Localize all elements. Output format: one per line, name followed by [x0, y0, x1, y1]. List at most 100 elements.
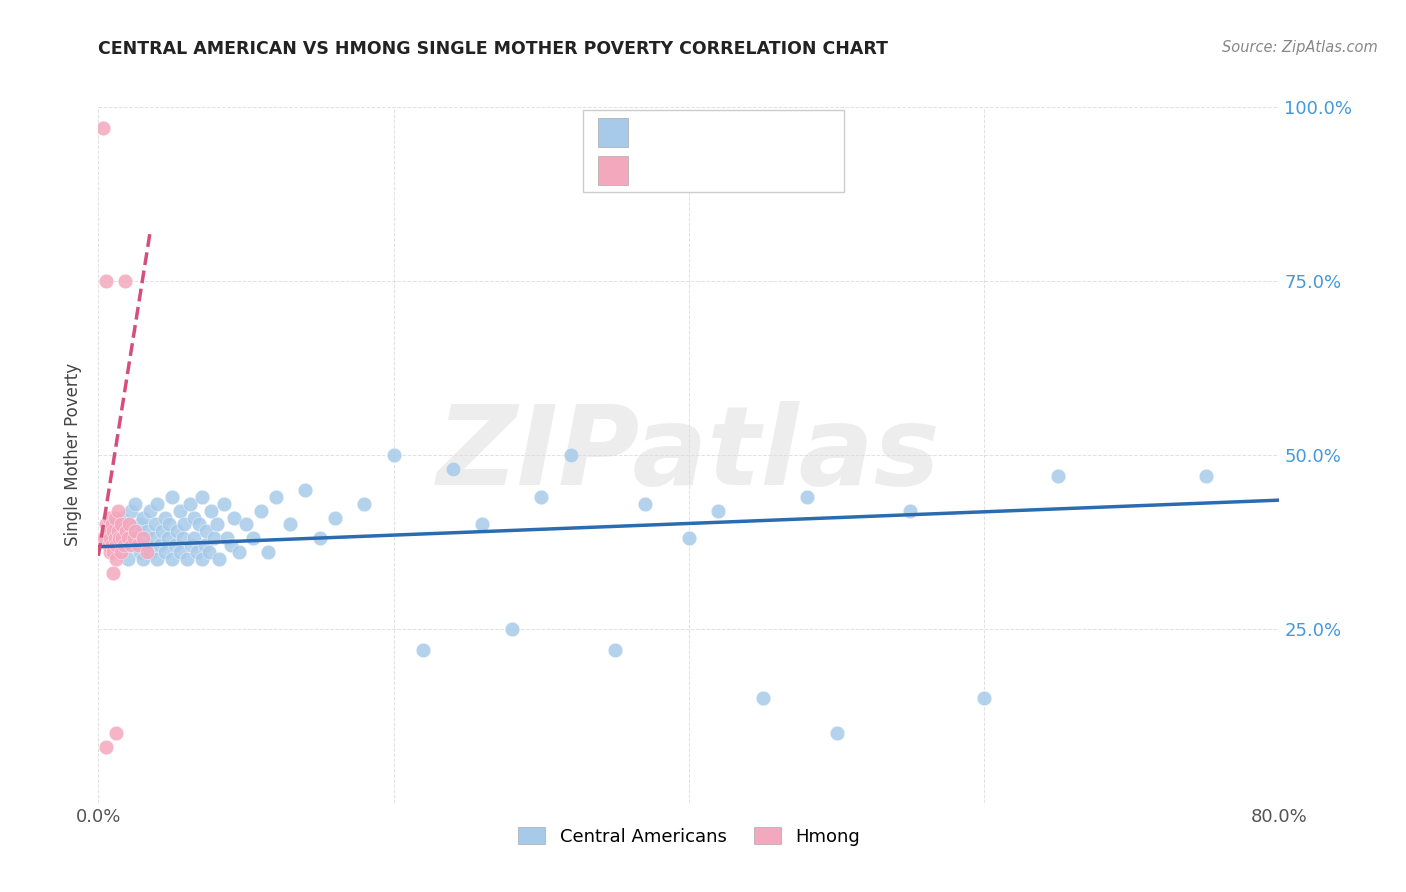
Point — [111, 532, 134, 546]
Point — [107, 524, 129, 539]
Point — [165, 538, 187, 552]
Point — [221, 538, 243, 552]
Point — [202, 532, 225, 546]
Point — [280, 517, 302, 532]
Point — [110, 545, 132, 559]
Text: R =: R = — [640, 123, 683, 142]
Point — [634, 497, 657, 511]
Point — [323, 510, 346, 524]
Point — [120, 503, 142, 517]
Point — [179, 497, 201, 511]
Point — [128, 545, 150, 559]
Point — [224, 510, 246, 524]
Point — [96, 524, 118, 539]
Point — [98, 517, 121, 532]
Point — [117, 532, 139, 546]
Point — [183, 532, 205, 546]
Point — [309, 532, 332, 546]
Point — [257, 545, 280, 559]
Point — [605, 642, 627, 657]
Point — [94, 517, 117, 532]
Point — [124, 524, 146, 539]
Point — [200, 503, 222, 517]
Point — [110, 510, 132, 524]
Point — [191, 552, 214, 566]
Point — [124, 538, 146, 552]
Point — [205, 517, 228, 532]
Point — [124, 524, 146, 539]
Text: ZIPatlas: ZIPatlas — [437, 401, 941, 508]
Point — [752, 691, 775, 706]
Point — [136, 545, 159, 559]
Point — [153, 510, 176, 524]
Point — [501, 622, 523, 636]
Point — [139, 503, 162, 517]
Point — [94, 532, 117, 546]
Point — [127, 538, 149, 552]
Text: 89: 89 — [752, 123, 780, 142]
Point — [98, 532, 121, 546]
Point — [122, 532, 145, 546]
Point — [157, 517, 180, 532]
Point — [117, 517, 139, 532]
Point — [120, 538, 142, 552]
Point — [108, 532, 131, 546]
Point — [100, 517, 122, 532]
Point — [441, 462, 464, 476]
Point — [118, 517, 141, 532]
Point — [103, 524, 125, 539]
Point — [180, 538, 202, 552]
Point — [412, 642, 434, 657]
Point — [146, 497, 169, 511]
Text: N =: N = — [721, 123, 766, 142]
Point — [162, 552, 183, 566]
Point — [195, 524, 218, 539]
Point — [94, 740, 117, 755]
Point — [156, 532, 179, 546]
Point — [973, 691, 995, 706]
Legend: Central Americans, Hmong: Central Americans, Hmong — [510, 821, 868, 853]
Point — [169, 503, 191, 517]
Point — [183, 510, 205, 524]
Point — [242, 532, 264, 546]
Point — [103, 538, 125, 552]
Point — [105, 726, 128, 740]
Point — [117, 552, 139, 566]
Point — [471, 517, 494, 532]
Point — [107, 503, 129, 517]
Point — [105, 538, 128, 552]
Point — [98, 545, 121, 559]
Point — [112, 538, 135, 552]
Point — [135, 538, 157, 552]
Point — [132, 532, 155, 546]
Point — [100, 538, 122, 552]
Point — [187, 517, 209, 532]
Text: R =: R = — [640, 161, 683, 180]
Point — [796, 490, 818, 504]
Point — [110, 545, 132, 559]
Point — [104, 532, 127, 546]
Point — [110, 517, 132, 532]
Point — [93, 532, 115, 546]
Point — [105, 552, 128, 566]
Text: 0.356: 0.356 — [672, 161, 735, 180]
Point — [212, 497, 235, 511]
Text: 0.135: 0.135 — [672, 123, 735, 142]
Point — [142, 532, 165, 546]
Point — [143, 517, 166, 532]
Point — [94, 274, 117, 288]
Point — [250, 503, 273, 517]
Point — [150, 524, 173, 539]
Point — [560, 448, 582, 462]
Text: Source: ZipAtlas.com: Source: ZipAtlas.com — [1222, 40, 1378, 55]
Point — [530, 490, 553, 504]
Point — [114, 274, 136, 288]
Point — [103, 566, 125, 581]
Point — [228, 545, 250, 559]
Point — [707, 503, 730, 517]
Point — [103, 545, 125, 559]
Point — [198, 545, 221, 559]
Point — [191, 490, 214, 504]
Point — [91, 120, 114, 135]
Point — [264, 490, 287, 504]
